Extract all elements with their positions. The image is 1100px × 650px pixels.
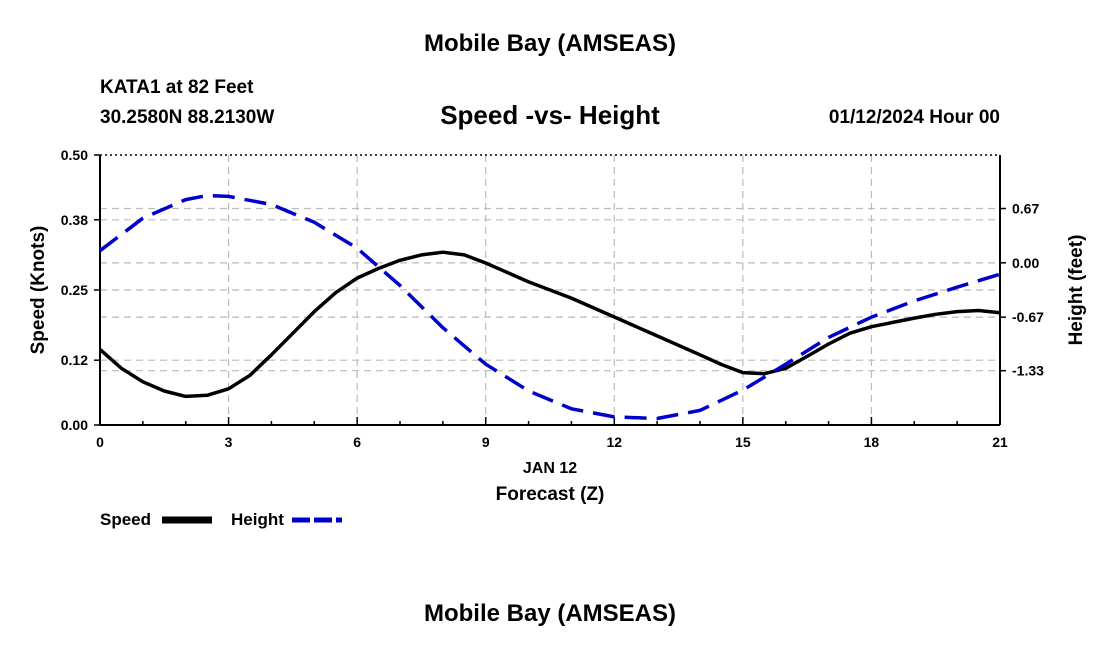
chart-title: Speed -vs- Height [440, 100, 660, 130]
y-axis-label-right: Height (feet) [1066, 235, 1087, 346]
page-title: Mobile Bay (AMSEAS) [423, 30, 677, 57]
y-tick-label-left: 0.12 [61, 352, 88, 368]
y-tick-label-left: 0.00 [61, 417, 88, 433]
y-tick-label-right: -0.67 [1012, 309, 1044, 325]
x-tick-label: 6 [353, 434, 361, 450]
series-line-height [98, 193, 1001, 421]
x-axis-label: Forecast (Z) [496, 484, 605, 505]
y-tick-label-left: 0.38 [61, 212, 88, 228]
x-date-label: JAN 12 [523, 460, 577, 477]
x-tick-label: 0 [96, 434, 104, 450]
x-tick-label: 9 [482, 434, 490, 450]
coordinates-label: 30.2580N 88.2130W [100, 107, 275, 128]
x-tick-label: 12 [606, 434, 622, 450]
y-tick-label-right: 0.67 [1012, 201, 1039, 217]
legend-label-speed: Speed [100, 510, 151, 529]
y-axis-label-left: Speed (Knots) [28, 226, 49, 355]
x-tick-label: 3 [225, 434, 233, 450]
footer-title: Mobile Bay (AMSEAS) [423, 600, 677, 627]
x-tick-label: 15 [735, 434, 751, 450]
legend-label-height: Height [231, 510, 284, 529]
y-tick-label-left: 0.25 [61, 282, 88, 298]
series-line-speed [98, 250, 1001, 399]
x-tick-label: 18 [864, 434, 880, 450]
station-label: KATA1 at 82 Feet [100, 77, 254, 98]
y-tick-label-right: -1.33 [1012, 363, 1044, 379]
y-tick-label-left: 0.50 [61, 147, 88, 163]
x-tick-label: 21 [992, 434, 1008, 450]
forecast-datetime: 01/12/2024 Hour 00 [828, 107, 1000, 128]
y-tick-label-right: 0.00 [1012, 255, 1039, 271]
